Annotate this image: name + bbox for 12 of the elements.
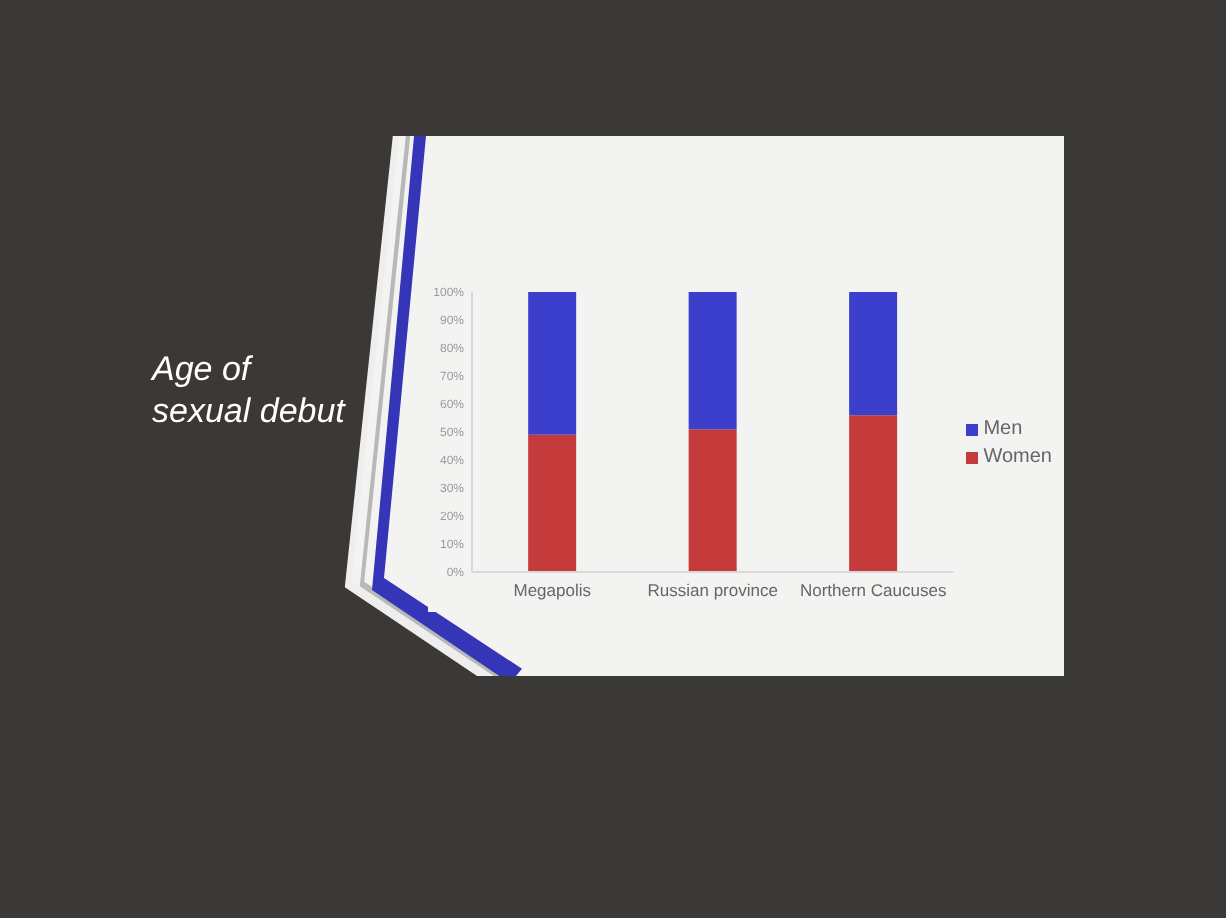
legend-label: Women xyxy=(983,444,1052,472)
bar xyxy=(528,292,577,435)
bar xyxy=(688,292,737,430)
bar xyxy=(528,434,577,572)
legend-label: Men xyxy=(983,416,1023,444)
bar xyxy=(849,415,898,572)
bar xyxy=(688,429,737,572)
x-tick-label: Megapolis xyxy=(513,580,591,601)
x-tick-label: Russian province xyxy=(647,580,779,601)
bar xyxy=(849,292,898,416)
text: Age of sexual debut xyxy=(152,348,348,432)
x-tick-label: Northern Caucuses xyxy=(799,580,947,601)
